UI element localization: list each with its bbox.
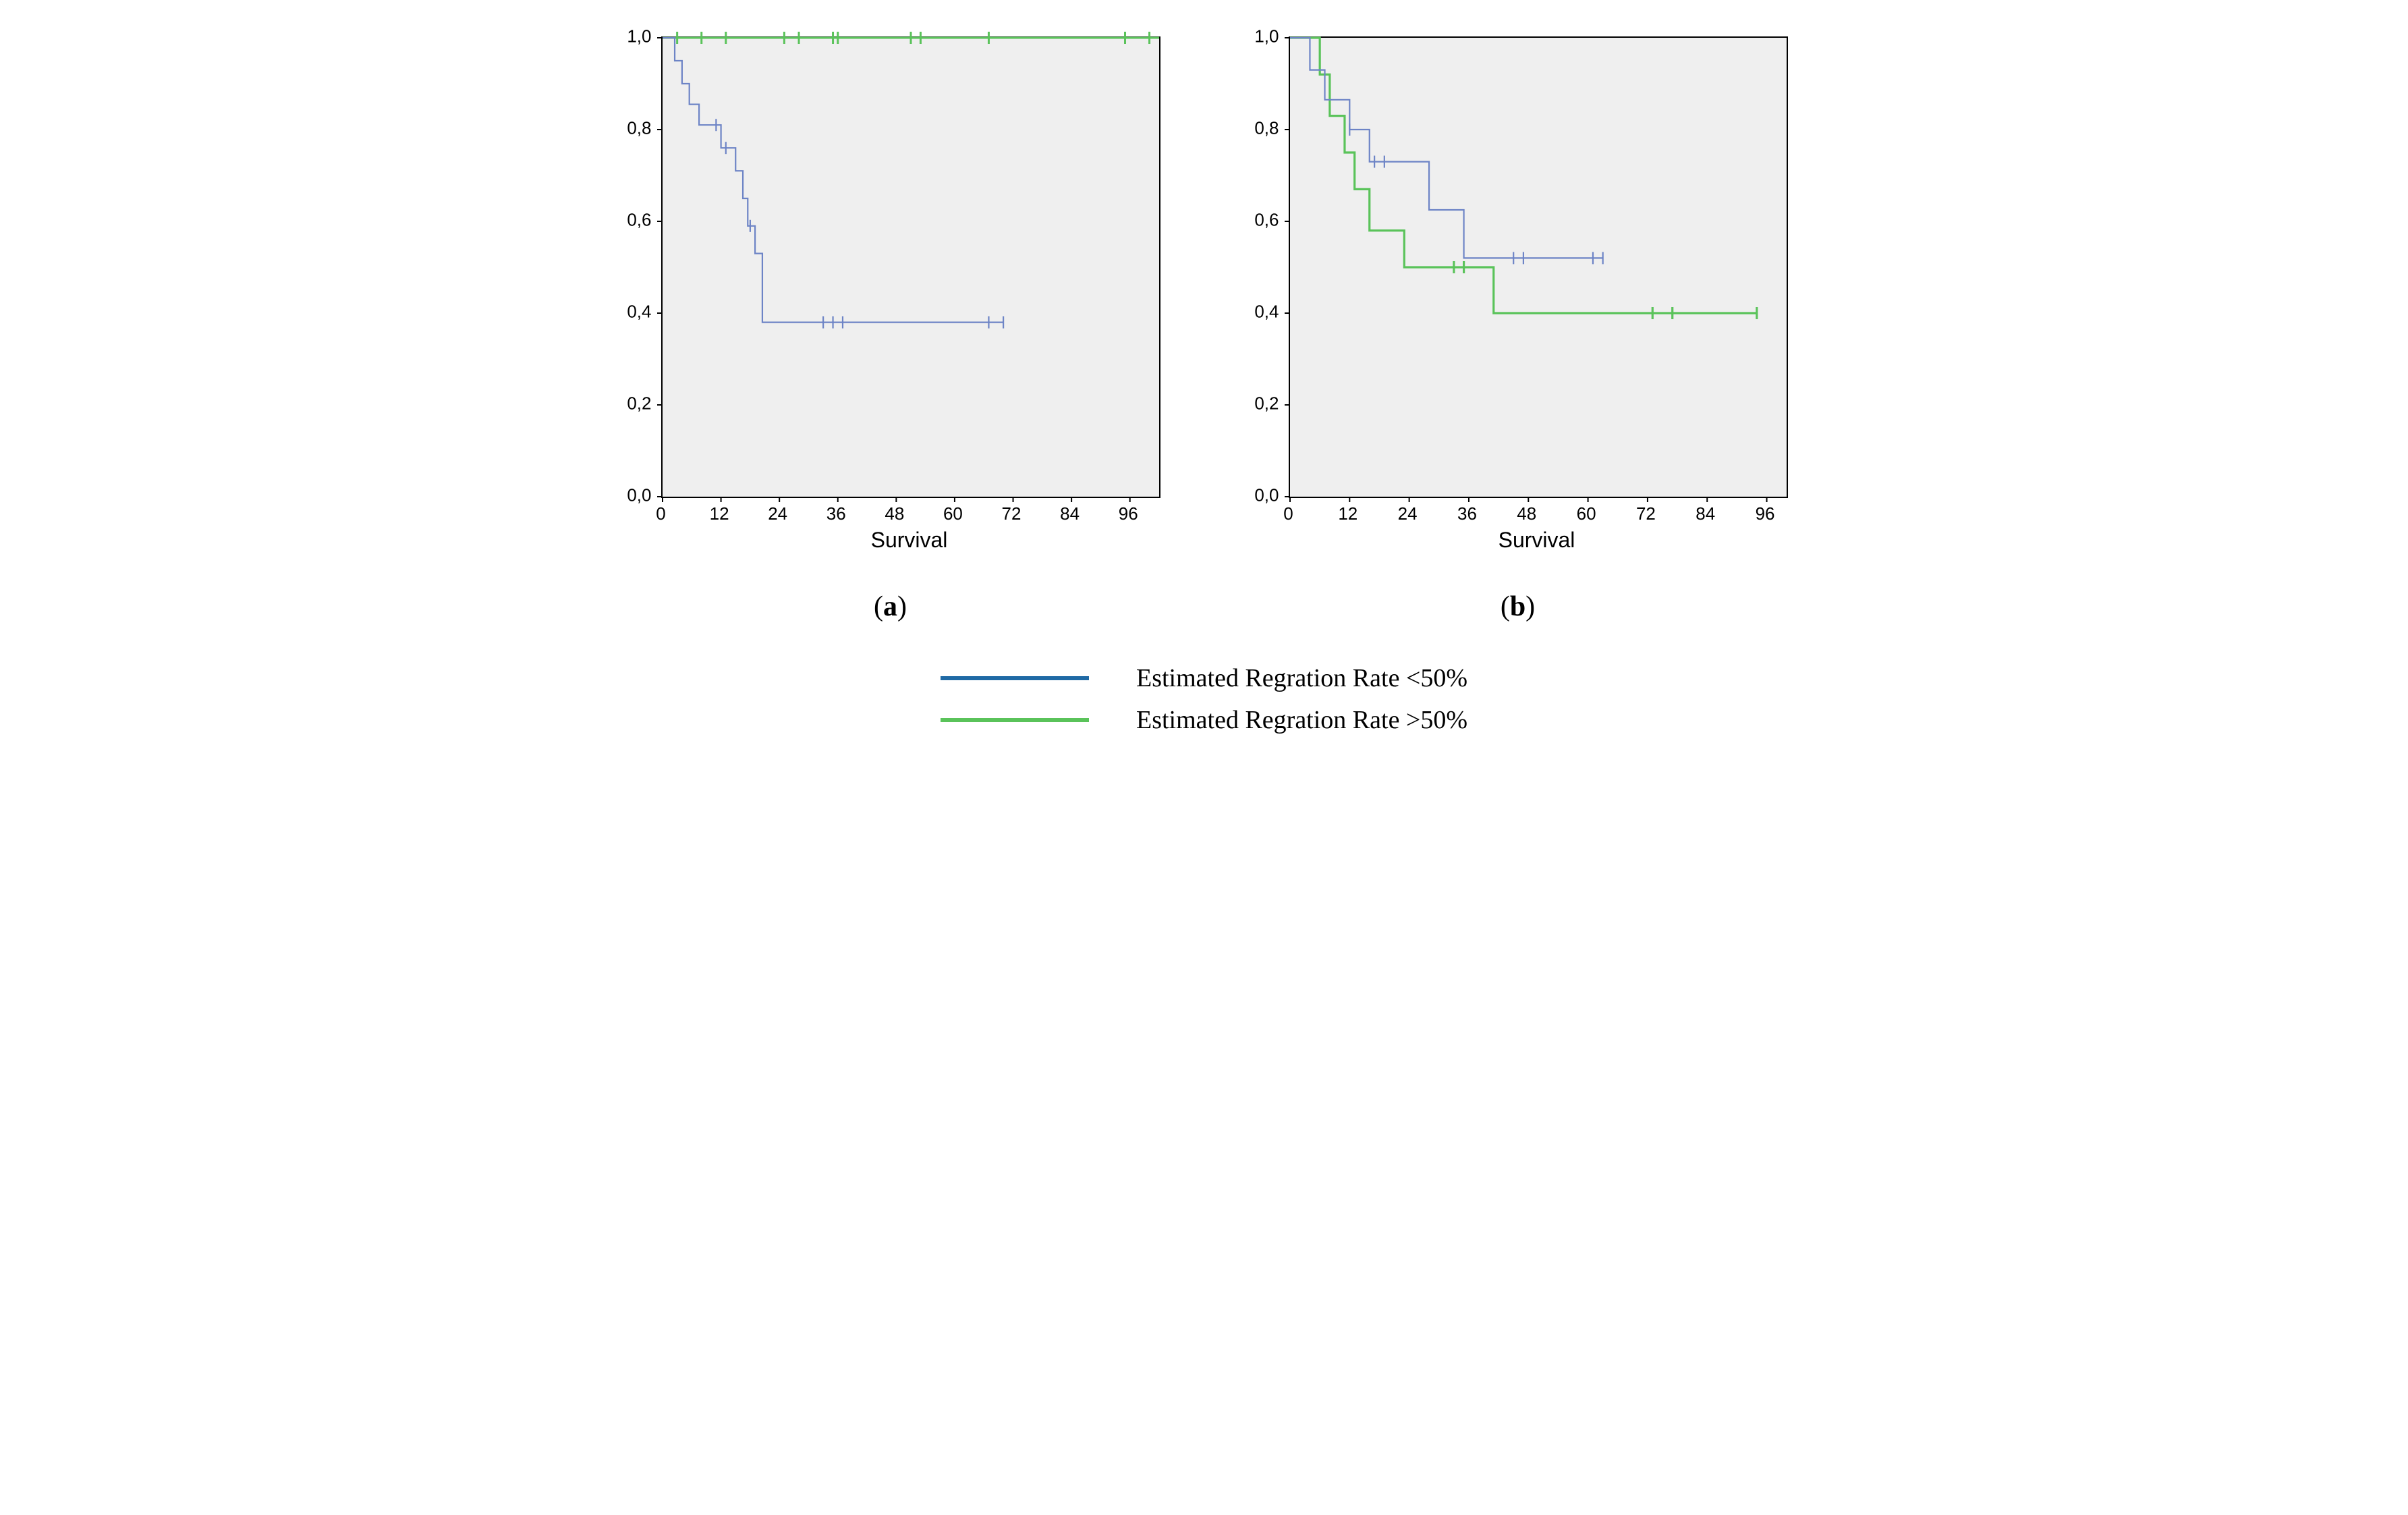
plot-box-b: 0 12 24 36 48 60 72 84 96 0,0 0,2 0,4 0,6 0,8 1,0 Survi… [1241,27,1795,553]
x-tick-label: 24 [768,503,787,524]
x-tick-label: 0 [656,503,665,524]
y-tick-label: 0,0 [1254,485,1279,506]
x-tick-label: 72 [1002,503,1021,524]
x-tick-label: 36 [1457,503,1477,524]
plot-svg-b [1290,38,1787,497]
y-tick-label: 0,8 [1254,118,1279,139]
panel-label-b: (b) [1501,590,1535,623]
y-tick-label: 0,0 [627,485,651,506]
x-axis-title: Survival [871,528,948,553]
legend-label: Estimated Regration Rate <50% [1136,663,1467,693]
y-tick-label: 0,6 [627,210,651,231]
series-blue [1290,38,1603,258]
y-tick-label: 1,0 [1254,26,1279,47]
x-tick-label: 12 [710,503,729,524]
y-tick-label: 1,0 [627,26,651,47]
panel-a: 0 12 24 36 48 60 72 84 96 0,0 0,2 0,4 0,6 0,8 1,0 Survi… [614,27,1167,623]
legend-item: Estimated Regration Rate <50% [941,663,1467,693]
x-tick-label: 36 [827,503,846,524]
y-tick-label: 0,8 [627,118,651,139]
y-tick-label: 0,2 [627,393,651,414]
plot-area-b [1289,36,1788,498]
series-blue [663,38,1003,323]
x-tick-label: 96 [1119,503,1138,524]
x-tick-label: 84 [1060,503,1080,524]
x-tick-label: 96 [1756,503,1775,524]
panel-b: 0 12 24 36 48 60 72 84 96 0,0 0,2 0,4 0,6 0,8 1,0 Survi… [1241,27,1795,623]
legend-label: Estimated Regration Rate >50% [1136,705,1467,735]
x-tick-label: 24 [1398,503,1418,524]
x-tick-label: 48 [885,503,904,524]
x-tick-label: 60 [943,503,963,524]
panel-label-a: (a) [874,590,907,623]
x-tick-label: 0 [1283,503,1293,524]
y-tick-label: 0,2 [1254,393,1279,414]
x-tick-label: 72 [1636,503,1656,524]
x-tick-label: 60 [1577,503,1596,524]
legend-swatch [941,718,1089,722]
figure: 0 12 24 36 48 60 72 84 96 0,0 0,2 0,4 0,6 0,8 1,0 Survi… [0,0,2408,775]
y-tick-label: 0,4 [627,302,651,323]
legend: Estimated Regration Rate <50% Estimated R… [941,663,1467,735]
plot-area-a [661,36,1160,498]
x-axis-title: Survival [1499,528,1575,553]
y-tick-label: 0,4 [1254,302,1279,323]
plot-box-a: 0 12 24 36 48 60 72 84 96 0,0 0,2 0,4 0,6 0,8 1,0 Survi… [614,27,1167,553]
x-tick-label: 84 [1696,503,1715,524]
x-tick-label: 12 [1338,503,1357,524]
panels-row: 0 12 24 36 48 60 72 84 96 0,0 0,2 0,4 0,6 0,8 1,0 Survi… [27,27,2381,623]
y-tick-label: 0,6 [1254,210,1279,231]
x-tick-label: 48 [1517,503,1536,524]
legend-swatch [941,676,1089,680]
plot-svg-a [663,38,1159,497]
series-green [1290,38,1757,313]
legend-item: Estimated Regration Rate >50% [941,705,1467,735]
